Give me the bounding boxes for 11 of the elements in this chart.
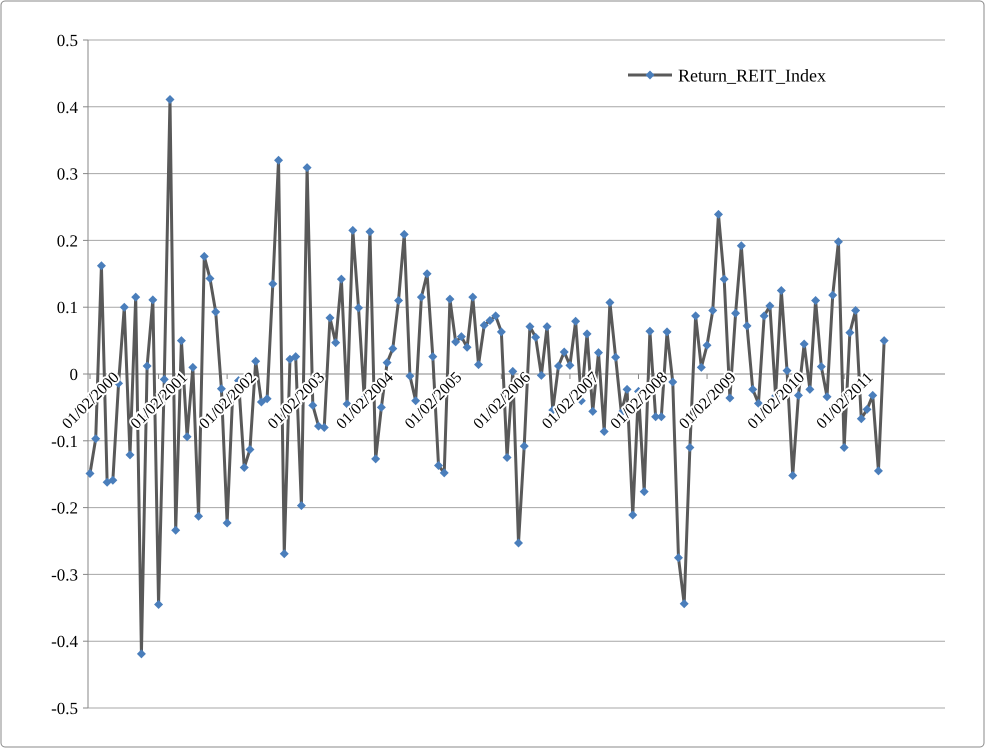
y-tick-label: 0.2 — [56, 231, 78, 250]
legend-label: Return_REIT_Index — [678, 65, 826, 86]
y-tick-label: 0.3 — [56, 164, 78, 184]
y-tick-label: -0.3 — [51, 565, 78, 584]
y-tick-label: -0.1 — [51, 432, 78, 451]
y-tick-label: -0.2 — [51, 498, 78, 518]
y-tick-label: -0.5 — [51, 698, 78, 718]
y-tick-label: 0.5 — [56, 30, 78, 50]
y-tick-label: 0.1 — [56, 298, 78, 318]
y-tick-label: -0.4 — [51, 632, 78, 652]
y-tick-label: 0.4 — [56, 98, 78, 117]
